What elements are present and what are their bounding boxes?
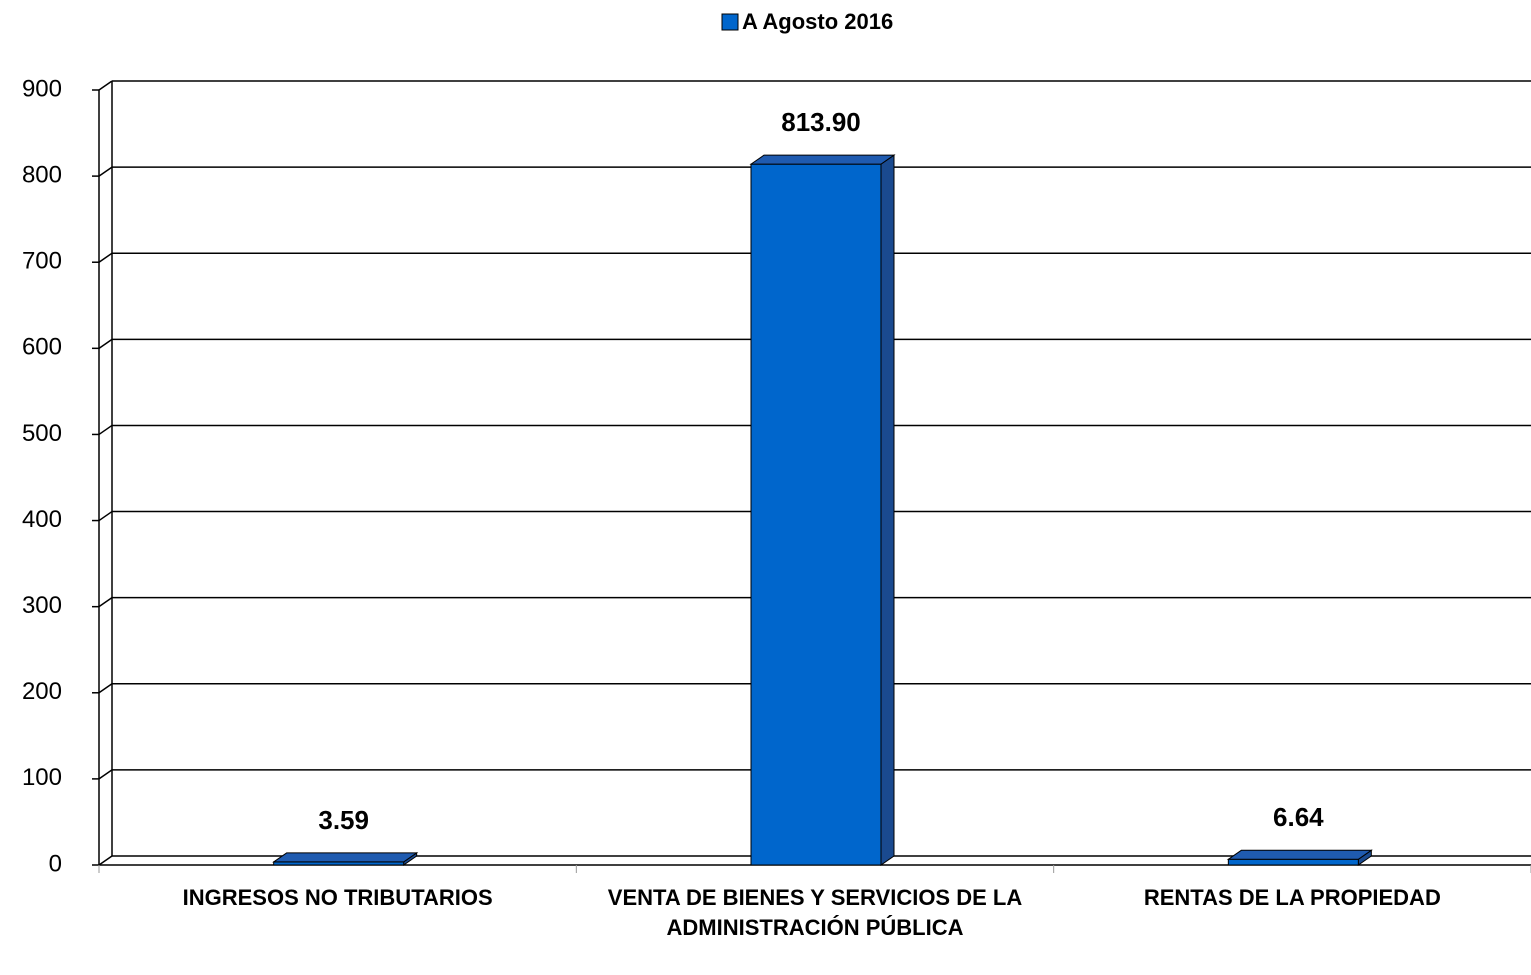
y-tick-label: 700 xyxy=(22,248,62,275)
bar-side xyxy=(880,154,895,866)
y-tick-label: 0 xyxy=(49,850,62,877)
grid-diagonal xyxy=(98,424,113,436)
grid-diagonal xyxy=(98,510,113,522)
bar xyxy=(1227,858,1359,866)
y-tick-label: 800 xyxy=(22,161,62,188)
grid-diagonal xyxy=(98,769,113,780)
bar-top xyxy=(1226,849,1373,860)
grid-diagonal xyxy=(98,683,113,694)
grid-diagonal xyxy=(98,80,113,91)
y-tick-label: 500 xyxy=(22,420,62,447)
grid-diagonal xyxy=(98,252,113,263)
x-tick-label: VENTA DE BIENES Y SERVICIOS DE LA ADMINI… xyxy=(607,885,1023,940)
data-label: 6.64 xyxy=(1273,802,1324,832)
legend-label: A Agosto 2016 xyxy=(742,9,893,34)
grid-diagonal xyxy=(98,855,113,866)
data-label: 3.59 xyxy=(318,805,369,835)
grid-diagonal xyxy=(98,166,113,177)
grid-diagonal xyxy=(98,597,113,608)
y-tick-label: 100 xyxy=(22,764,62,791)
bar xyxy=(750,163,882,866)
y-tick-label: 600 xyxy=(22,334,62,361)
data-label: 813.90 xyxy=(781,107,861,137)
y-tick-label: 900 xyxy=(22,75,62,102)
bar-top xyxy=(272,852,419,863)
bar-top xyxy=(749,154,896,165)
grid-diagonal xyxy=(98,338,113,349)
x-tick-label: INGRESOS NO TRIBUTARIOS xyxy=(182,885,493,910)
y-tick-label: 200 xyxy=(22,678,62,705)
x-tick-label: RENTAS DE LA PROPIEDAD xyxy=(1143,885,1441,910)
y-tick-label: 300 xyxy=(22,592,62,619)
legend-swatch xyxy=(721,13,739,31)
y-tick-label: 400 xyxy=(22,506,62,533)
